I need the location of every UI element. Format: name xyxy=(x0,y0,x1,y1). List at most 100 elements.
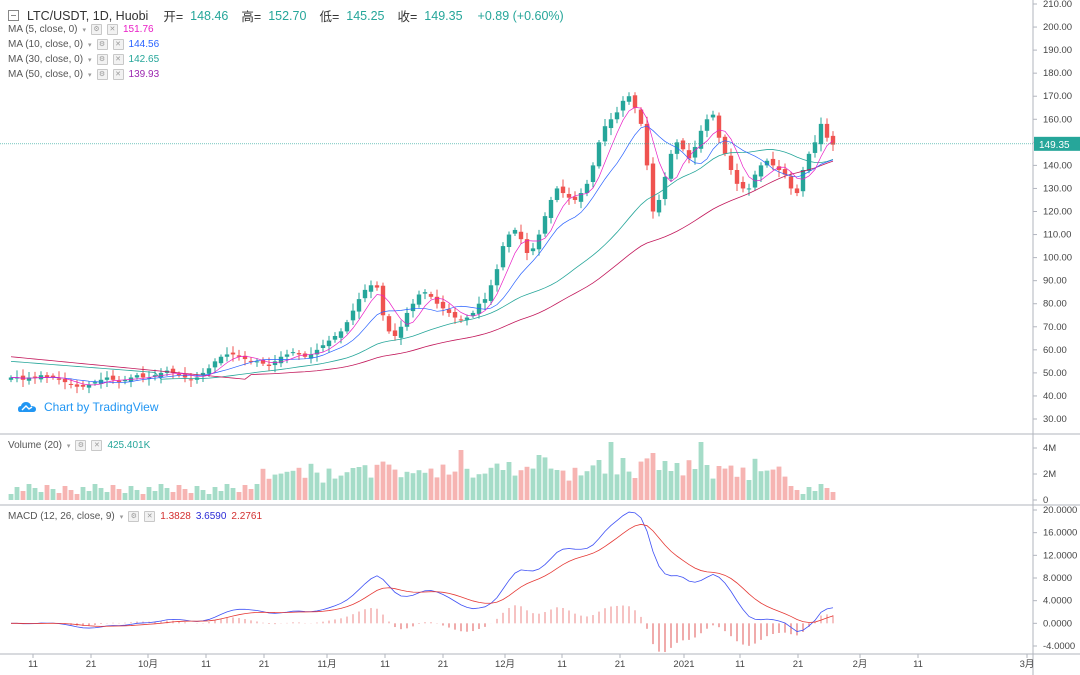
candle xyxy=(536,234,542,250)
candle xyxy=(134,375,140,378)
candle xyxy=(212,361,218,368)
volume-bar xyxy=(374,464,380,500)
volume-bar xyxy=(314,472,320,500)
tradingview-watermark[interactable]: Chart by TradingView xyxy=(18,400,159,414)
volume-bar xyxy=(560,470,566,500)
candle xyxy=(620,100,626,111)
time-tick-label: 11 xyxy=(201,659,211,670)
settings-icon[interactable]: ⚙ xyxy=(90,24,102,35)
volume-bar xyxy=(446,474,452,500)
volume-bar xyxy=(620,458,626,500)
candle xyxy=(44,375,50,378)
volume-bar xyxy=(410,473,416,500)
volume-bar xyxy=(290,470,296,500)
dropdown-icon[interactable]: ▾ xyxy=(88,41,92,49)
candle xyxy=(764,160,770,166)
dropdown-icon[interactable]: ▾ xyxy=(66,442,71,450)
volume-bar xyxy=(566,480,572,500)
time-tick-label: 11 xyxy=(735,659,745,670)
volume-bar xyxy=(734,476,740,500)
volume-bar xyxy=(680,475,686,500)
settings-icon[interactable]: ⚙ xyxy=(96,69,108,80)
candle xyxy=(470,312,476,316)
close-icon[interactable]: ✕ xyxy=(106,24,118,35)
volume-bar xyxy=(770,469,776,500)
dropdown-icon[interactable]: ▾ xyxy=(88,56,92,64)
volume-bar xyxy=(398,477,404,500)
volume-bar xyxy=(98,488,104,500)
candle xyxy=(788,176,794,189)
price-tick-label: 200.00 xyxy=(1043,22,1072,33)
macd-tick-label: 20.0000 xyxy=(1043,505,1077,516)
volume-bar xyxy=(32,488,38,500)
volume-bar xyxy=(416,470,422,500)
candle xyxy=(272,361,278,366)
settings-icon[interactable]: ⚙ xyxy=(96,54,108,65)
candle xyxy=(350,310,356,321)
volume-bar xyxy=(536,455,542,500)
price-tick-label: 130.00 xyxy=(1043,183,1072,194)
volume-bar xyxy=(632,478,638,500)
candle xyxy=(392,330,398,336)
volume-bar xyxy=(350,468,356,500)
volume-bar xyxy=(500,470,506,500)
close-icon[interactable]: ✕ xyxy=(112,54,124,65)
price-tick-label: 80.00 xyxy=(1043,299,1067,310)
dropdown-icon[interactable]: ▾ xyxy=(82,26,86,34)
ma10-value: 144.56 xyxy=(128,39,160,50)
candle xyxy=(332,336,338,340)
settings-icon[interactable]: ⚙ xyxy=(75,440,87,451)
candle xyxy=(422,292,428,294)
ma30-value: 142.65 xyxy=(128,54,160,65)
candle xyxy=(182,374,188,378)
settings-icon[interactable]: ⚙ xyxy=(128,511,140,522)
candle xyxy=(326,340,332,347)
volume-bar xyxy=(266,478,272,500)
volume-bar xyxy=(338,475,344,500)
price-tick-label: 210.00 xyxy=(1043,0,1072,10)
candle xyxy=(374,285,380,288)
candle xyxy=(314,349,320,355)
volume-bar xyxy=(776,466,782,500)
signal-line xyxy=(11,523,834,627)
candle xyxy=(104,377,110,380)
close-label: 收= xyxy=(397,10,418,24)
volume-value: 425.401K xyxy=(107,440,151,451)
price-tick-label: 100.00 xyxy=(1043,253,1072,264)
time-tick-label: 10月 xyxy=(138,659,158,670)
candle xyxy=(32,376,38,378)
volume-bar xyxy=(182,489,188,500)
volume-bar xyxy=(140,494,146,500)
volume-bar xyxy=(812,491,818,500)
candle xyxy=(14,377,20,379)
high-value: 152.70 xyxy=(268,8,307,23)
volume-bar xyxy=(728,465,734,500)
candle xyxy=(626,96,632,102)
time-tick-label: 2021 xyxy=(673,659,694,670)
ma50-label: MA (50, close, 0) xyxy=(8,69,84,80)
candle xyxy=(770,158,776,166)
volume-bar xyxy=(206,494,212,500)
settings-icon[interactable]: ⚙ xyxy=(96,39,108,50)
volume-bar xyxy=(512,475,518,500)
close-icon[interactable]: ✕ xyxy=(144,511,156,522)
candle xyxy=(26,377,32,381)
volume-bar xyxy=(146,487,152,500)
candle xyxy=(740,181,746,189)
close-icon[interactable]: ✕ xyxy=(112,69,124,80)
volume-bar xyxy=(428,468,434,500)
candle xyxy=(56,378,62,380)
candle xyxy=(344,322,350,332)
candle xyxy=(176,373,182,376)
dropdown-icon[interactable]: ▾ xyxy=(119,513,124,521)
close-icon[interactable]: ✕ xyxy=(112,39,124,50)
volume-bar xyxy=(92,484,98,500)
volume-bar xyxy=(200,490,206,500)
close-icon[interactable]: ✕ xyxy=(91,440,103,451)
dropdown-icon[interactable]: ▾ xyxy=(88,71,92,79)
volume-bar xyxy=(650,453,656,500)
collapse-icon[interactable] xyxy=(8,10,19,21)
time-tick-label: 11 xyxy=(28,659,38,670)
volume-bar xyxy=(188,493,194,500)
